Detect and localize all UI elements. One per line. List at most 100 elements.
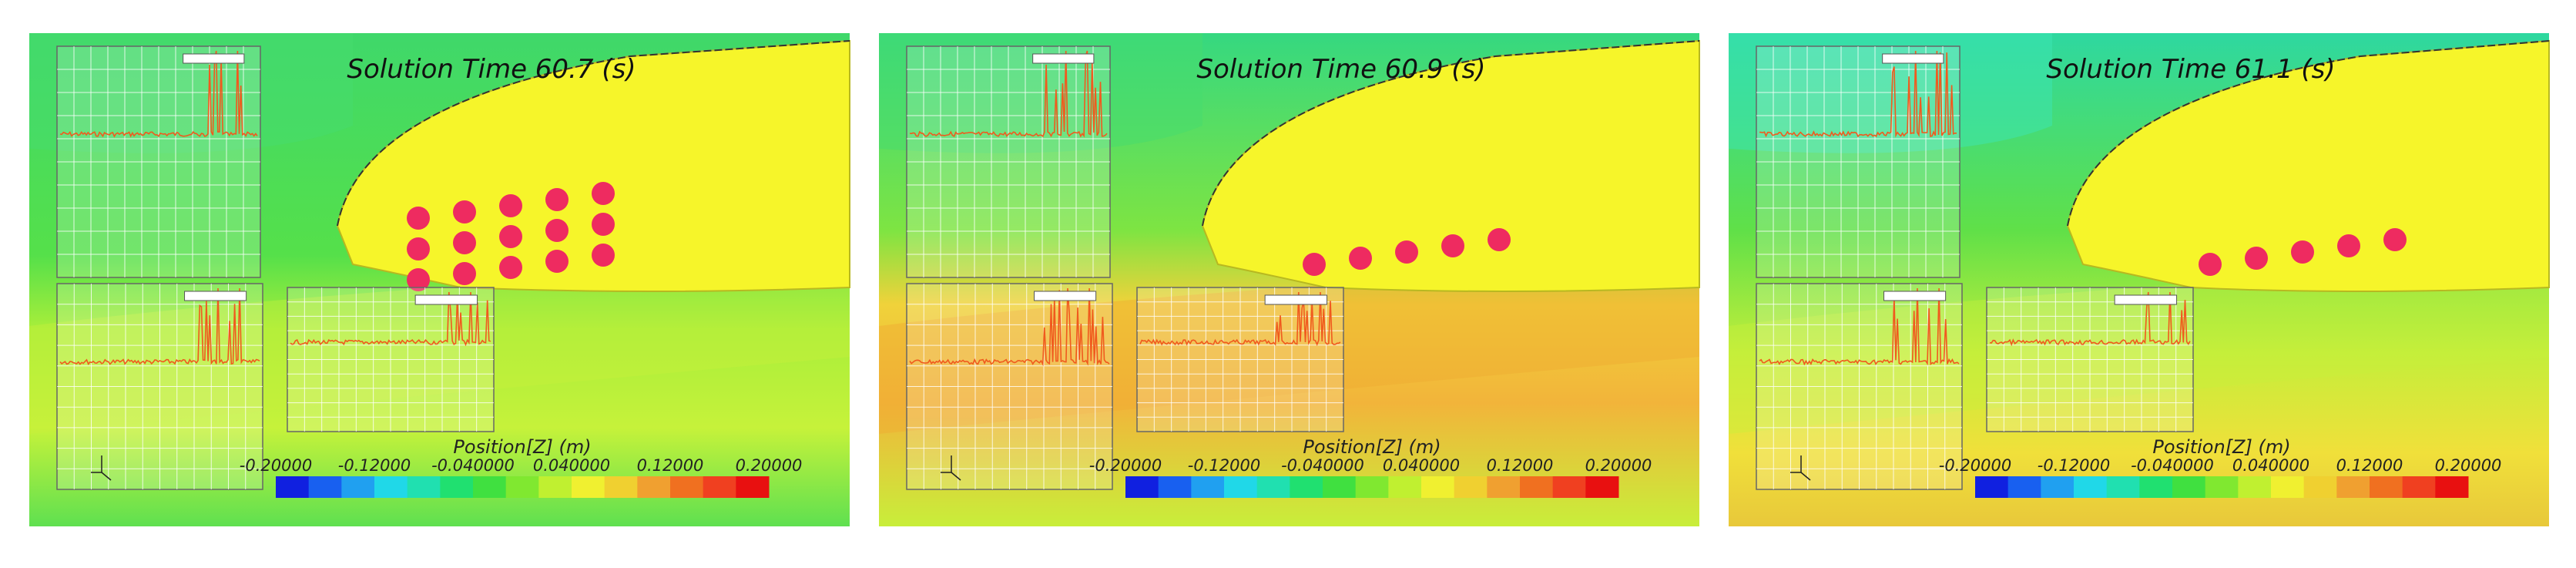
- plot-legend: [183, 53, 245, 64]
- colorbar-step: [2041, 476, 2075, 498]
- colorbar-title: Position[Z] (m): [453, 436, 591, 458]
- colorbar-step: [2370, 476, 2403, 498]
- colorbar-title: Position[Z] (m): [2152, 436, 2290, 458]
- colorbar-step: [2007, 476, 2041, 498]
- hull-dot: [592, 244, 615, 267]
- colorbar-step: [572, 476, 605, 498]
- colorbar-tick: -0.040000: [2131, 456, 2214, 475]
- colorbar-step: [1585, 476, 1619, 498]
- hull-dot: [1395, 240, 1418, 264]
- hull: [2066, 39, 2550, 292]
- plot-legend: [1034, 291, 1097, 301]
- colorbar-step: [2074, 476, 2108, 498]
- plot-line: [1989, 291, 2191, 347]
- colorbar-step: [1224, 476, 1258, 498]
- colorbar-step: [2336, 476, 2370, 498]
- hull-edge: [1202, 40, 1700, 227]
- hull-dot: [545, 219, 569, 242]
- probe-plot: [1136, 287, 1344, 432]
- colorbar-step: [1552, 476, 1586, 498]
- plot-line: [1759, 50, 1957, 138]
- colorbar-tick: 0.12000: [2336, 456, 2403, 475]
- colorbar-tick: 0.040000: [533, 456, 610, 475]
- colorbar-step: [1355, 476, 1389, 498]
- colorbar: Position[Z] (m) -0.20000 -0.12000 -0.040000…: [1939, 436, 2502, 498]
- hull-dot: [545, 188, 569, 211]
- hull-dot: [453, 231, 476, 254]
- flow-band: [1729, 264, 2549, 434]
- hull-dot: [545, 250, 569, 273]
- probe-plot: [287, 287, 495, 432]
- triad-axis: [101, 472, 112, 481]
- plot-line: [909, 287, 1110, 367]
- colorbar-title: Position[Z] (m): [1303, 436, 1441, 458]
- colorbar-step: [2402, 476, 2436, 498]
- plot-legend: [184, 291, 247, 301]
- colorbar-step: [1125, 476, 1159, 498]
- hull-dot: [2245, 247, 2268, 270]
- flow-band: [1729, 33, 2052, 153]
- colorbar-step: [1454, 476, 1488, 498]
- triad-axis: [1800, 472, 1811, 481]
- probe-plot: [56, 283, 263, 490]
- hull-dot: [592, 182, 615, 205]
- colorbar-step: [2205, 476, 2239, 498]
- colorbar-step: [407, 476, 441, 498]
- colorbar-tick: 0.040000: [1383, 456, 1460, 475]
- colorbar-step: [276, 476, 310, 498]
- probe-plot: [906, 283, 1113, 490]
- colorbar-step: [2435, 476, 2469, 498]
- hull-dot: [2337, 234, 2360, 257]
- probe-plot: [1756, 283, 1963, 490]
- colorbar-step: [1487, 476, 1521, 498]
- colorbar-step: [374, 476, 408, 498]
- colorbar-step: [473, 476, 507, 498]
- colorbar-tick: -0.040000: [1281, 456, 1364, 475]
- plot-legend: [1264, 294, 1328, 305]
- colorbar-step: [1256, 476, 1290, 498]
- colorbar-step: [1158, 476, 1192, 498]
- axis-triad: [1790, 455, 1811, 481]
- plot-line: [1139, 291, 1341, 346]
- colorbar-tick: -0.040000: [431, 456, 515, 475]
- colorbar-step: [670, 476, 704, 498]
- axis-triad: [941, 455, 961, 481]
- colorbar-step: [2303, 476, 2337, 498]
- colorbar: Position[Z] (m) -0.20000 -0.12000 -0.040000…: [240, 436, 803, 498]
- colorbar-tick: -0.12000: [1188, 456, 1260, 475]
- hull-edge: [337, 40, 850, 227]
- colorbar-step: [341, 476, 375, 498]
- hull-dot: [499, 194, 522, 217]
- colorbar-tick: 0.20000: [2435, 456, 2502, 475]
- colorbar-tick: -0.20000: [1939, 456, 2011, 475]
- panel: Solution Time 61.1 (s)Position[Z] (m)-0.…: [1729, 33, 2550, 526]
- hull-dot: [407, 237, 430, 260]
- colorbar-step: [538, 476, 572, 498]
- colorbar-tick: 0.12000: [637, 456, 704, 475]
- hull-dot: [499, 225, 522, 248]
- plot-legend: [1882, 53, 1944, 64]
- colorbar-step: [505, 476, 539, 498]
- colorbar-tick: 0.040000: [2232, 456, 2309, 475]
- hull-dot: [2199, 253, 2222, 276]
- hull-dot: [1441, 234, 1464, 257]
- colorbar-step: [2139, 476, 2173, 498]
- colorbar-step: [2238, 476, 2272, 498]
- colorbar-step: [604, 476, 638, 498]
- probe-plot: [1986, 287, 2194, 432]
- hull-dot: [2291, 240, 2314, 264]
- solution-time: Solution Time 61.1 (s): [2046, 54, 2335, 85]
- hull-dot: [1303, 253, 1326, 276]
- colorbar-tick: 0.20000: [736, 456, 803, 475]
- colorbar-tick: -0.20000: [1089, 456, 1162, 475]
- colorbar-step: [2271, 476, 2305, 498]
- colorbar-tick: -0.12000: [338, 456, 411, 475]
- colorbar-step: [2172, 476, 2206, 498]
- plot-line: [909, 50, 1108, 138]
- colorbar-step: [2106, 476, 2140, 498]
- colorbar-step: [1388, 476, 1422, 498]
- hull-dot: [453, 262, 476, 285]
- panel: Solution Time 60.9 (s)Position[Z] (m)-0.…: [879, 33, 1700, 526]
- hull-dot: [592, 213, 615, 236]
